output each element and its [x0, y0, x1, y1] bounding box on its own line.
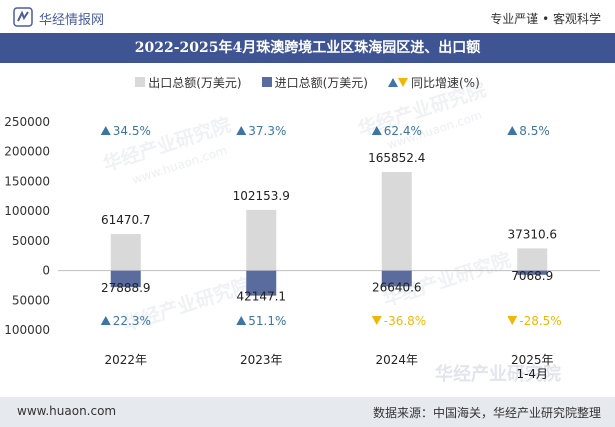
- import-bar: [517, 270, 548, 275]
- y-tick-label: 0: [42, 264, 50, 278]
- chart-legend: 出口总额(万美元) 进口总额(万美元) 同比增速(%): [0, 73, 615, 91]
- import-growth-arrow-icon: [236, 316, 247, 325]
- x-category-label: 2024年: [375, 353, 418, 367]
- export-bar: [246, 209, 277, 271]
- export-growth-label: 34.5%: [113, 124, 151, 138]
- export-bar: [381, 172, 412, 271]
- import-value-label: 7068.9: [511, 269, 553, 283]
- legend-import-label: 进口总额(万美元): [274, 75, 368, 90]
- import-value-label: 26640.6: [372, 280, 422, 294]
- y-tick-label: 50000: [12, 234, 50, 248]
- export-growth-arrow-icon: [371, 126, 382, 135]
- legend-import-swatch: [261, 77, 272, 87]
- site-url: www.huaon.com: [17, 404, 117, 418]
- import-growth-label: 22.3%: [113, 314, 151, 328]
- import-bar: [246, 270, 277, 296]
- footer-bar: www.huaon.com 数据来源：中国海关，华经产业研究院整理: [0, 397, 615, 427]
- import-growth-arrow-icon: [507, 316, 518, 325]
- y-tick-label: 250000: [4, 115, 50, 129]
- export-growth-label: 62.4%: [384, 124, 422, 138]
- import-growth-arrow-icon: [100, 316, 111, 325]
- triangle-down-icon: [397, 77, 408, 87]
- import-value-label: 27888.9: [101, 281, 151, 295]
- x-category-label: 1-4月: [516, 367, 548, 381]
- top-header: 华经情报网 专业严谨 • 客观科学: [0, 0, 615, 33]
- bar-chart: 250000 200000 150000 100000 50000 0 50000 10000…: [4, 115, 600, 381]
- legend-import: 进口总额(万美元): [261, 74, 368, 91]
- triangle-up-icon: [387, 77, 398, 87]
- export-bar: [110, 234, 141, 271]
- y-tick-label: 100000: [4, 323, 50, 337]
- export-growth-label: 37.3%: [248, 124, 286, 138]
- export-growth-label: 8.5%: [519, 124, 550, 138]
- export-value-label: 61470.7: [101, 213, 151, 227]
- import-growth-arrow-icon: [371, 316, 382, 325]
- y-tick-label: 200000: [4, 145, 50, 159]
- y-tick-label: 50000: [12, 293, 50, 307]
- x-category-label: 2023年: [240, 353, 283, 367]
- import-growth-label: 51.1%: [248, 314, 286, 328]
- export-growth-arrow-icon: [236, 126, 247, 135]
- export-growth-arrow-icon: [100, 126, 111, 135]
- legend-export: 出口总额(万美元): [135, 74, 242, 91]
- import-bar: [381, 270, 412, 287]
- y-tick-label: 150000: [4, 174, 50, 188]
- y-tick-label: 100000: [4, 204, 50, 218]
- legend-yoy: 同比增速(%): [387, 74, 480, 91]
- export-value-label: 37310.6: [507, 227, 557, 241]
- export-bar: [517, 248, 548, 271]
- tagline: 专业严谨 • 客观科学: [490, 12, 601, 26]
- import-growth-label: -36.8%: [384, 314, 426, 328]
- data-source: 数据来源：中国海关，华经产业研究院整理: [372, 406, 601, 420]
- title-bar: 2022-2025年4月珠澳跨境工业区珠海园区进、出口额: [0, 33, 615, 63]
- chart-title: 2022-2025年4月珠澳跨境工业区珠海园区进、出口额: [134, 40, 481, 56]
- x-category-label: 2025年: [511, 353, 554, 367]
- import-growth-label: -28.5%: [519, 314, 561, 328]
- legend-yoy-label: 同比增速(%): [410, 75, 480, 90]
- brand-name: 华经情报网: [39, 13, 105, 28]
- export-value-label: 102153.9: [233, 189, 290, 203]
- export-value-label: 165852.4: [368, 151, 425, 165]
- legend-export-swatch: [135, 77, 146, 87]
- export-growth-arrow-icon: [507, 126, 518, 135]
- import-value-label: 42147.1: [236, 290, 286, 304]
- x-category-label: 2022年: [104, 353, 147, 367]
- huajing-logo-icon: [13, 7, 33, 27]
- legend-export-label: 出口总额(万美元): [148, 75, 242, 90]
- import-bar: [110, 270, 141, 288]
